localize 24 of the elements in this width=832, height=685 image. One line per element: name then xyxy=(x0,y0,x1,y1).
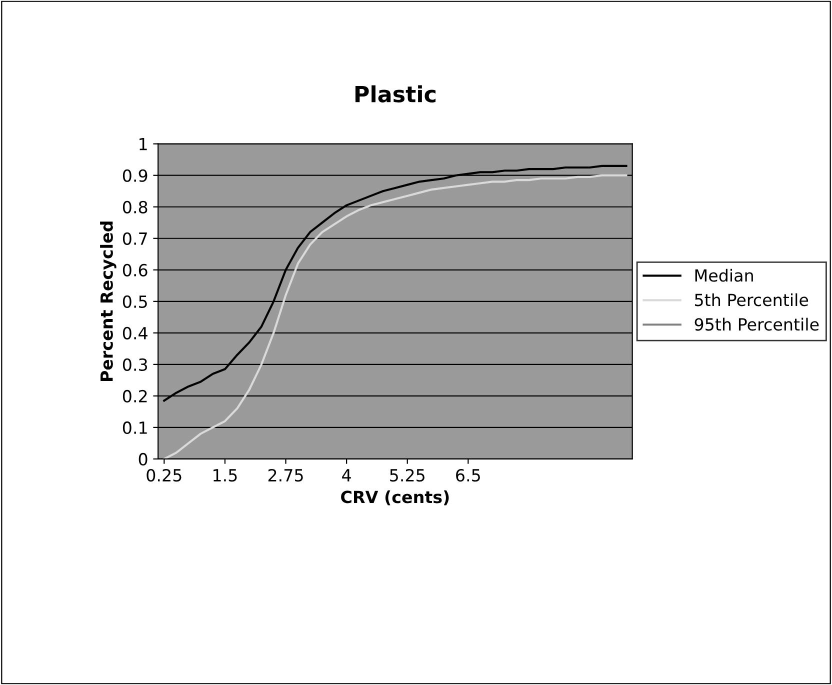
x-tick-label: 2.75 xyxy=(268,468,303,482)
chart-title: Plastic xyxy=(355,85,436,102)
legend-label: 5th Percentile xyxy=(695,293,808,306)
y-tick-label: 1 xyxy=(140,138,147,150)
y-tick-label: 0.8 xyxy=(122,200,148,214)
line-series xyxy=(163,174,628,459)
y-tick-label: 0.3 xyxy=(122,358,148,371)
y-tick-label: 0.2 xyxy=(122,390,147,402)
x-tick-label: 5.25 xyxy=(390,468,424,482)
y-tick-label: 0.7 xyxy=(122,232,147,245)
x-tick-label: 6.5 xyxy=(456,468,480,482)
legend-label: Median xyxy=(695,268,753,282)
y-tick-label: 0.6 xyxy=(122,264,148,276)
y-tick-label: 0 xyxy=(138,452,148,466)
y-tick-label: 0.9 xyxy=(122,169,148,182)
y-tick-label: 0.5 xyxy=(122,295,147,308)
x-tick-label: 4 xyxy=(342,469,351,482)
y-tick-label: 0.4 xyxy=(122,326,148,340)
legend-label: 95th Percentile xyxy=(694,318,819,331)
x-tick-label: 1.5 xyxy=(214,469,237,482)
x-tick-label: 0.25 xyxy=(146,468,182,482)
x-axis-title: CRV (cents) xyxy=(341,490,449,506)
y-axis-title: Percent Recycled xyxy=(100,222,116,382)
y-tick-label: 0.1 xyxy=(122,421,147,434)
